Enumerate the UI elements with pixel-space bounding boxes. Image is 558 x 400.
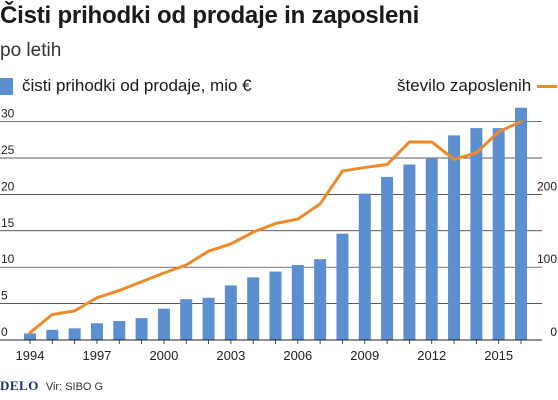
y-left-tick-label: 15 [1,216,15,230]
bar [68,328,81,340]
brand-logo: DELO [0,378,39,393]
y-left-tick-label: 0 [1,325,8,339]
legend-bars-label: čisti prihodki od prodaje, mio € [22,76,252,95]
legend-line-swatch [537,84,558,88]
x-tick-label: 2015 [484,348,513,363]
y-right-tick-label: 100 [537,252,557,266]
bars-layer [24,107,527,341]
bar [358,193,371,340]
x-tick-label: 2006 [283,348,312,363]
bar [291,265,304,340]
bar [336,233,349,340]
bar [224,285,237,340]
bar [135,318,148,340]
bar [46,329,59,340]
bar [448,135,461,340]
bar [24,333,36,340]
bar [470,128,483,340]
bar [425,158,438,340]
line-layer [28,120,523,335]
bar [314,259,327,340]
bar [381,176,394,340]
legend-bars: čisti prihodki od prodaje, mio € [0,76,252,96]
x-tick-label: 2009 [350,348,379,363]
axis-layer: 0 5 10 15 20 25 30 0 100 200 1994 1997 2000 2003 2006 2… [0,107,557,363]
x-tick-label: 2000 [149,348,178,363]
legend-line: število zaposlenih [397,76,558,96]
y-left-tick-label: 30 [1,107,15,121]
y-left-tick-label: 5 [1,289,8,303]
y-left-tick-label: 20 [1,179,15,193]
y-right-tick-label: 200 [537,179,557,193]
bar [269,271,282,340]
bar [157,308,170,340]
bar [113,321,126,340]
bar [515,107,527,341]
source-note: Vir: SIBO G [45,381,104,393]
bar [90,323,103,340]
bar [403,164,416,340]
legend-bars-swatch [0,77,13,95]
x-tick-label: 2012 [417,348,446,363]
legend-line-label: število zaposlenih [397,76,532,95]
footer: DELO Vir: SIBO G [0,378,103,394]
y-left-tick-label: 10 [1,252,15,266]
bar [202,297,215,340]
bar [492,128,505,340]
bar [247,277,260,340]
x-tick-label: 1994 [16,348,45,363]
chart-subtitle: po letih [0,40,62,61]
bar [180,299,193,340]
y-right-tick-label: 0 [550,325,557,339]
chart-title: Čisti prihodki od prodaje in zaposleni [0,2,420,29]
y-left-tick-label: 25 [1,143,15,157]
x-tick-label: 1997 [82,348,111,363]
employees-line [28,120,523,335]
x-tick-label: 2003 [216,348,245,363]
